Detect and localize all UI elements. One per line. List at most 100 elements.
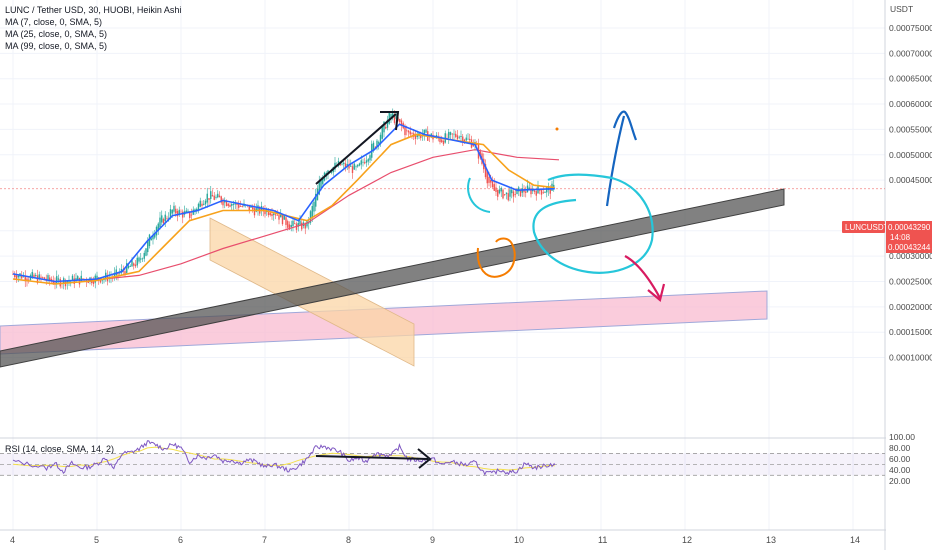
candle[interactable] [59, 279, 61, 287]
candle[interactable] [299, 220, 301, 225]
ma25-line[interactable] [12, 133, 555, 285]
ma7-line[interactable] [12, 123, 555, 283]
candle[interactable] [166, 217, 168, 219]
candle[interactable] [497, 189, 499, 197]
candle[interactable] [56, 276, 58, 284]
candle[interactable] [530, 188, 532, 195]
candle[interactable] [82, 278, 84, 280]
candle[interactable] [465, 137, 467, 141]
candle[interactable] [318, 181, 320, 195]
candle[interactable] [220, 196, 222, 203]
candle[interactable] [486, 170, 488, 184]
candle[interactable] [467, 138, 469, 140]
candle[interactable] [145, 248, 147, 256]
candle[interactable] [294, 223, 296, 225]
candle[interactable] [134, 264, 137, 267]
candle[interactable] [526, 185, 529, 193]
candle[interactable] [211, 195, 214, 197]
candle[interactable] [52, 280, 54, 285]
candle[interactable] [425, 129, 427, 133]
candle[interactable] [383, 121, 385, 133]
candle[interactable] [386, 119, 389, 128]
candle[interactable] [241, 206, 243, 207]
red-down-arrow[interactable] [624, 255, 661, 299]
candle[interactable] [364, 162, 366, 164]
candle[interactable] [136, 257, 138, 266]
candle[interactable] [33, 274, 35, 278]
candle[interactable] [40, 276, 42, 278]
candle[interactable] [512, 191, 515, 197]
candle[interactable] [455, 133, 457, 137]
candle[interactable] [148, 234, 151, 247]
candle[interactable] [115, 269, 117, 276]
candle[interactable] [365, 160, 368, 163]
candle[interactable] [54, 282, 56, 285]
candle[interactable] [252, 207, 254, 210]
candle[interactable] [460, 136, 462, 138]
candle[interactable] [182, 211, 184, 218]
candle[interactable] [57, 278, 60, 280]
candle[interactable] [17, 275, 19, 278]
candle[interactable] [458, 136, 460, 138]
candle[interactable] [313, 201, 315, 212]
candle[interactable] [400, 120, 403, 126]
candle[interactable] [126, 263, 128, 273]
candle[interactable] [210, 191, 212, 199]
blue-up-arrow[interactable] [605, 115, 626, 207]
trend-band[interactable] [0, 188, 785, 368]
candle[interactable] [250, 206, 252, 208]
candle[interactable] [152, 235, 154, 240]
candle[interactable] [409, 131, 411, 135]
candle[interactable] [423, 129, 425, 136]
candle[interactable] [451, 133, 453, 135]
candle[interactable] [227, 203, 229, 206]
candle[interactable] [339, 163, 341, 166]
candle[interactable] [138, 257, 140, 262]
candle[interactable] [253, 208, 256, 216]
candle[interactable] [127, 265, 130, 269]
candle[interactable] [385, 126, 387, 129]
candle[interactable] [276, 214, 278, 216]
candle[interactable] [507, 193, 509, 201]
candle[interactable] [278, 214, 280, 220]
candle[interactable] [505, 192, 508, 195]
candle[interactable] [267, 210, 270, 216]
candle[interactable] [374, 146, 376, 148]
candle[interactable] [309, 211, 312, 223]
candle[interactable] [185, 210, 187, 213]
candle[interactable] [218, 195, 221, 198]
black-trend-arrow[interactable] [315, 113, 397, 185]
candle[interactable] [304, 224, 306, 229]
candle[interactable] [456, 135, 459, 140]
candle[interactable] [173, 205, 175, 212]
candle[interactable] [203, 203, 205, 205]
candle[interactable] [269, 212, 271, 216]
candle[interactable] [355, 166, 357, 168]
candle[interactable] [78, 277, 81, 285]
candle[interactable] [379, 134, 382, 143]
candle[interactable] [376, 140, 378, 147]
candle[interactable] [274, 214, 277, 216]
candle[interactable] [441, 139, 443, 143]
candle[interactable] [532, 189, 534, 192]
candle[interactable] [178, 209, 180, 214]
candle[interactable] [514, 194, 516, 195]
candle[interactable] [280, 213, 282, 218]
candle[interactable] [273, 213, 275, 216]
candle[interactable] [248, 204, 250, 211]
candle[interactable] [498, 189, 501, 194]
candle[interactable] [236, 203, 238, 205]
candle[interactable] [24, 275, 26, 282]
candle[interactable] [189, 211, 191, 219]
candle[interactable] [488, 176, 490, 183]
candle[interactable] [502, 189, 504, 199]
candle[interactable] [133, 263, 135, 266]
candle[interactable] [442, 140, 445, 145]
candle[interactable] [38, 274, 40, 280]
candle[interactable] [140, 258, 142, 260]
candle[interactable] [330, 172, 333, 173]
candle[interactable] [519, 189, 522, 197]
candle[interactable] [68, 280, 70, 283]
candle[interactable] [479, 151, 481, 156]
candle[interactable] [341, 163, 343, 165]
